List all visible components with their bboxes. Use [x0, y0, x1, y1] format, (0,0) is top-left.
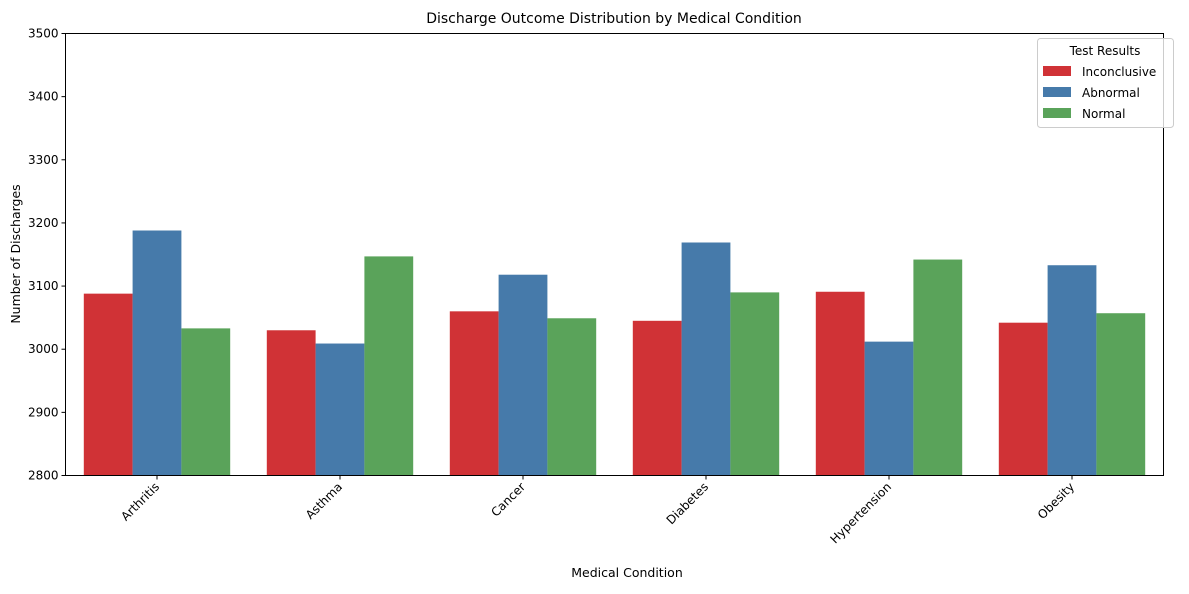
bar-inconclusive-arthritis: [83, 293, 133, 476]
bar-abnormal-arthritis: [132, 230, 182, 476]
bar-inconclusive-hypertension: [815, 291, 865, 476]
plot-frame: [65, 33, 1164, 476]
bar-normal-arthritis: [181, 328, 231, 476]
legend-swatch-inconclusive: [1043, 66, 1071, 76]
legend-label-normal: Normal: [1082, 107, 1125, 121]
legend-box: [1037, 38, 1174, 128]
y-tick-label: 3000: [28, 342, 59, 356]
bar-abnormal-diabetes: [681, 242, 731, 476]
legend-label-inconclusive: Inconclusive: [1082, 65, 1156, 79]
legend-swatch-normal: [1043, 108, 1071, 118]
y-tick-label: 3500: [28, 27, 59, 41]
bar-abnormal-hypertension: [864, 341, 914, 476]
y-tick-label: 3200: [28, 216, 59, 230]
y-axis-label: Number of Discharges: [8, 184, 23, 323]
bar-abnormal-obesity: [1047, 265, 1097, 476]
x-axis-label: Medical Condition: [571, 565, 683, 580]
bar-inconclusive-diabetes: [632, 320, 682, 476]
bar-inconclusive-cancer: [449, 311, 499, 476]
legend-swatch-abnormal: [1043, 87, 1071, 97]
x-axis: Arthritis Asthma Cancer Diabetes Hypertensio…: [118, 475, 1077, 547]
legend-title: Test Results: [1069, 44, 1141, 58]
bar-normal-obesity: [1096, 313, 1146, 476]
y-tick-label: 2800: [28, 469, 59, 483]
bar-inconclusive-asthma: [266, 330, 316, 476]
x-tick-label: Cancer: [488, 480, 528, 520]
bar-normal-asthma: [364, 256, 414, 476]
x-tick-label: Asthma: [303, 480, 345, 522]
x-tick-label: Hypertension: [827, 480, 894, 547]
y-tick-label: 3400: [28, 90, 59, 104]
legend: Test Results Inconclusive Abnormal Normal: [1037, 38, 1174, 128]
x-tick-label: Diabetes: [664, 480, 712, 528]
bar-abnormal-cancer: [498, 274, 548, 476]
y-axis: 2800 2900 3000 3100 3200 3300 3400 3500: [28, 27, 66, 483]
bar-inconclusive-obesity: [998, 322, 1048, 476]
legend-label-abnormal: Abnormal: [1082, 86, 1140, 100]
bar-normal-cancer: [547, 318, 597, 476]
bars-group: [83, 230, 1146, 476]
bar-normal-hypertension: [913, 259, 963, 476]
y-tick-label: 3300: [28, 153, 59, 167]
chart-title: Discharge Outcome Distribution by Medica…: [426, 11, 802, 27]
y-tick-label: 2900: [28, 405, 59, 419]
bar-normal-diabetes: [730, 292, 780, 476]
y-tick-label: 3100: [28, 279, 59, 293]
x-tick-label: Arthritis: [118, 480, 162, 524]
x-tick-label: Obesity: [1035, 480, 1077, 522]
bar-abnormal-asthma: [315, 343, 365, 476]
